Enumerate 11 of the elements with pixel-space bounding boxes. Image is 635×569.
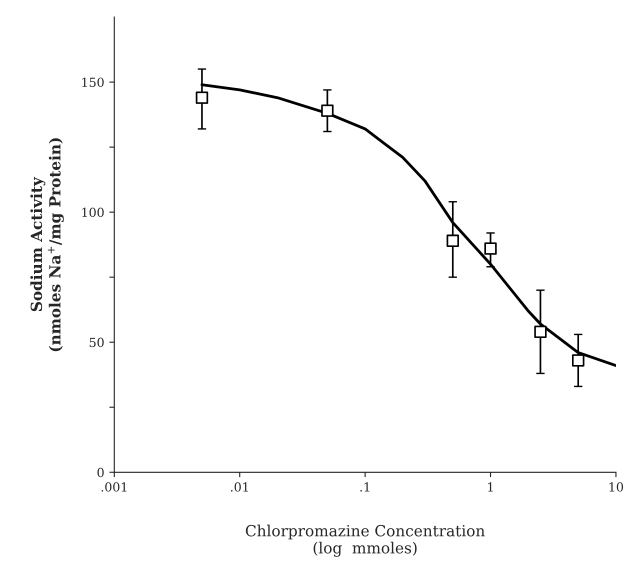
y-tick-label: 0 (97, 468, 104, 478)
x-tick-label: 1 (488, 482, 493, 492)
x-tick-label: .01 (230, 482, 248, 492)
x-tick-label: 10 (610, 482, 624, 492)
x-axis-title: Chlorpromazine Concentration (log mmoles) (246, 524, 485, 557)
y-tick-label: 50 (90, 338, 104, 348)
x-tick-label: .001 (102, 482, 126, 492)
y-tick-label: 100 (82, 208, 104, 218)
x-tick-label: .1 (360, 482, 370, 492)
y-tick-label: 150 (82, 78, 104, 88)
y-axis-title: Sodium Activity (nmoles Na$^{+}$/mg Protein) (30, 138, 64, 352)
